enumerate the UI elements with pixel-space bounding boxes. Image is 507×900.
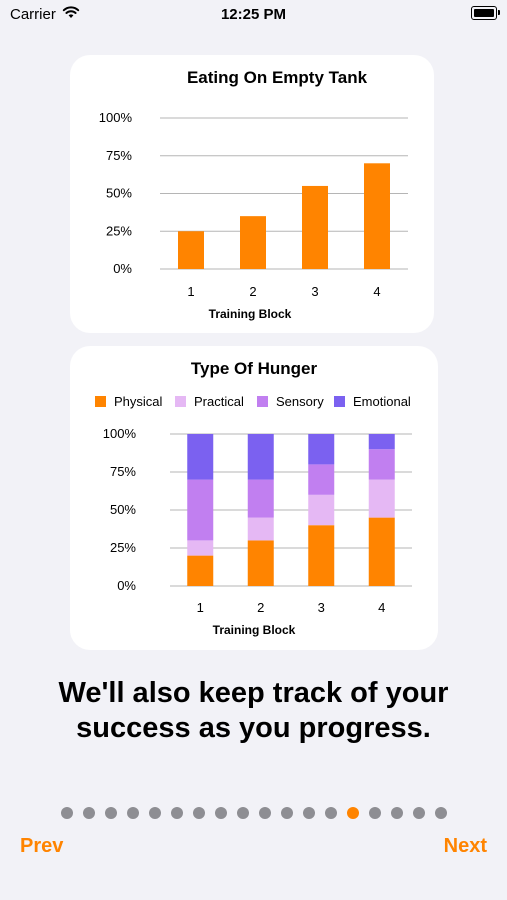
battery-icon xyxy=(471,6,500,20)
legend-label: Physical xyxy=(114,394,163,409)
x-tick-label: 3 xyxy=(318,600,325,615)
bar-segment-physical-block-3 xyxy=(308,525,335,586)
bar-segment-emotional-block-2 xyxy=(247,434,274,480)
page-dot[interactable] xyxy=(82,807,95,819)
y-tick-label: 50% xyxy=(106,186,132,201)
x-tick-label: 4 xyxy=(378,600,385,615)
bar-segment-physical-block-4 xyxy=(368,517,395,586)
bar-block-1 xyxy=(178,231,204,269)
y-tick-label: 0% xyxy=(113,261,132,276)
page-dot[interactable] xyxy=(236,807,249,819)
page-dot[interactable] xyxy=(280,807,293,819)
chart-card-hunger-type: Type Of Hunger Physical Practical Sensory E… xyxy=(70,346,438,650)
bar-segment-sensory-block-3 xyxy=(308,464,335,495)
page-dot[interactable] xyxy=(214,807,227,819)
x-tick-label: 1 xyxy=(197,600,204,615)
y-tick-label: 100% xyxy=(103,426,137,441)
bar-block-3 xyxy=(302,185,328,269)
legend-label: Emotional xyxy=(353,394,411,409)
hunger-type-chart: Type Of Hunger Physical Practical Sensory E… xyxy=(95,359,412,637)
x-tick-label: 2 xyxy=(257,600,264,615)
x-tick-label: 1 xyxy=(187,284,194,299)
legend-swatch-physical xyxy=(95,396,106,407)
x-axis-label: Training Block xyxy=(209,307,292,321)
bar-segment-practical-block-2 xyxy=(247,517,274,541)
bar-segment-physical-block-2 xyxy=(247,540,274,586)
page-dot[interactable] xyxy=(104,807,117,819)
page-indicator xyxy=(0,807,507,821)
status-time: 12:25 PM xyxy=(220,6,287,23)
wifi-icon xyxy=(62,5,80,24)
legend-label: Sensory xyxy=(276,394,324,409)
page-dot[interactable] xyxy=(302,807,315,819)
x-axis-label: Training Block xyxy=(213,623,296,637)
y-tick-label: 100% xyxy=(99,110,133,125)
bar-segment-physical-block-1 xyxy=(187,555,214,586)
y-tick-label: 25% xyxy=(106,223,132,238)
carrier-label: Carrier xyxy=(10,6,56,23)
y-tick-label: 25% xyxy=(110,540,136,555)
legend-swatch-emotional xyxy=(334,396,345,407)
bar-block-2 xyxy=(240,216,266,269)
y-tick-label: 50% xyxy=(110,502,136,517)
bar-segment-sensory-block-2 xyxy=(247,479,274,518)
page-dot[interactable] xyxy=(126,807,139,819)
headline-text: We'll also keep track of your success as… xyxy=(58,677,449,744)
page-dot[interactable] xyxy=(434,807,447,819)
page-dot[interactable] xyxy=(148,807,161,819)
bar-segment-sensory-block-1 xyxy=(187,479,214,541)
page-dot[interactable] xyxy=(170,807,183,819)
y-tick-label: 0% xyxy=(117,578,136,593)
chart-card-empty-tank: Eating On Empty Tank 0% 25% 50% 75% 100% 1 2 3… xyxy=(70,55,434,333)
page-dot[interactable] xyxy=(412,807,425,819)
bar-segment-emotional-block-1 xyxy=(187,434,214,480)
bar-segment-practical-block-4 xyxy=(368,479,395,518)
bar-segment-sensory-block-4 xyxy=(368,449,395,480)
y-tick-label: 75% xyxy=(110,464,136,479)
chart-title: Eating On Empty Tank xyxy=(187,68,368,87)
chart-title: Type Of Hunger xyxy=(191,359,318,378)
x-tick-label: 3 xyxy=(311,284,318,299)
page-dot-active[interactable] xyxy=(346,807,359,819)
prev-button[interactable]: Prev xyxy=(20,835,64,857)
page-dot[interactable] xyxy=(324,807,337,819)
next-button[interactable]: Next xyxy=(443,835,487,857)
legend-label: Practical xyxy=(194,394,244,409)
bar-segment-emotional-block-4 xyxy=(368,434,395,450)
x-tick-label: 4 xyxy=(373,284,380,299)
page-dot[interactable] xyxy=(368,807,381,819)
bar-segment-practical-block-1 xyxy=(187,540,214,556)
legend-swatch-sensory xyxy=(257,396,268,407)
x-tick-label: 2 xyxy=(249,284,256,299)
bar-segment-emotional-block-3 xyxy=(308,434,335,465)
page-dot[interactable] xyxy=(192,807,205,819)
page-dot[interactable] xyxy=(60,807,73,819)
page-dot[interactable] xyxy=(258,807,271,819)
bar-block-4 xyxy=(364,163,390,269)
y-tick-label: 75% xyxy=(106,148,132,163)
legend-swatch-practical xyxy=(175,396,186,407)
bar-segment-practical-block-3 xyxy=(308,494,335,526)
page-dot[interactable] xyxy=(390,807,403,819)
status-bar: Carrier 12:25 PM xyxy=(0,0,507,30)
empty-tank-chart: Eating On Empty Tank 0% 25% 50% 75% 100% 1 2 3… xyxy=(99,68,408,321)
